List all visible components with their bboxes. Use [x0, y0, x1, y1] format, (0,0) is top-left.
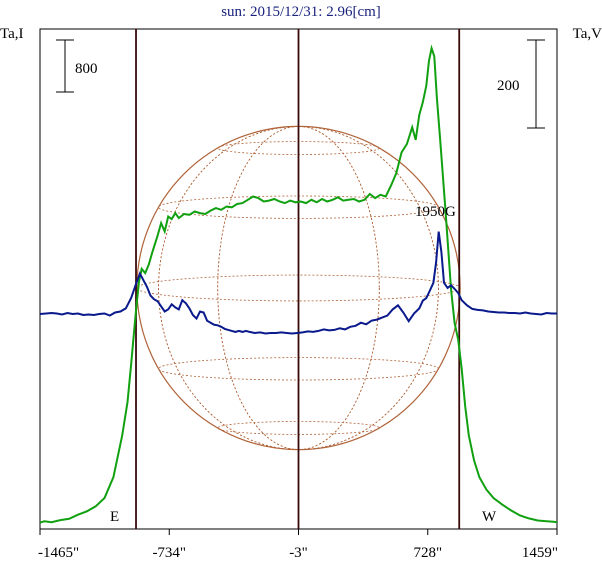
- right-axis-label: Ta,V: [573, 26, 602, 42]
- left-scale-bar-label: 800: [75, 61, 98, 77]
- west-limb-marker: W: [482, 509, 497, 525]
- x-tick-label: -734": [152, 545, 186, 561]
- x-axis-ticks: -1465" -734" -3" 728" 1459": [38, 529, 558, 561]
- series-intensity-line: [39, 44, 558, 524]
- series-polarization-line: [39, 231, 557, 335]
- left-scale-bar: [56, 39, 74, 93]
- right-scale-bar-label: 200: [497, 78, 520, 94]
- left-axis-label: Ta,I: [0, 26, 24, 42]
- x-tick-label: 1459": [522, 545, 558, 561]
- x-tick-label: 728": [413, 545, 442, 561]
- x-tick-label: -1465": [38, 545, 79, 561]
- x-tick-label: -3": [289, 545, 308, 561]
- right-scale-bar: [527, 39, 545, 129]
- limb-lines: [135, 29, 461, 529]
- field-strength-annotation: 1950G: [415, 204, 456, 220]
- east-limb-marker: E: [110, 509, 119, 525]
- chart-title: sun: 2015/12/31: 2.96[cm]: [221, 4, 381, 20]
